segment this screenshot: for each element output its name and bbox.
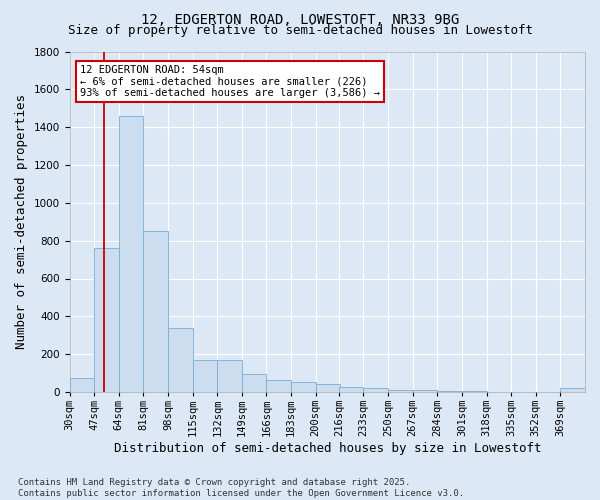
Bar bbox=[266, 380, 291, 392]
Bar bbox=[119, 116, 143, 392]
Bar bbox=[217, 360, 242, 392]
Bar bbox=[560, 388, 585, 392]
Text: 12 EDGERTON ROAD: 54sqm
← 6% of semi-detached houses are smaller (226)
93% of se: 12 EDGERTON ROAD: 54sqm ← 6% of semi-det… bbox=[80, 65, 380, 98]
Bar bbox=[94, 248, 119, 392]
Bar bbox=[193, 360, 217, 392]
Text: Size of property relative to semi-detached houses in Lowestoft: Size of property relative to semi-detach… bbox=[67, 24, 533, 37]
Bar bbox=[242, 374, 266, 392]
Bar bbox=[70, 378, 94, 392]
Bar bbox=[316, 384, 340, 392]
Bar bbox=[364, 388, 388, 392]
Bar bbox=[143, 231, 168, 392]
Bar bbox=[291, 382, 316, 392]
Bar bbox=[168, 328, 193, 392]
X-axis label: Distribution of semi-detached houses by size in Lowestoft: Distribution of semi-detached houses by … bbox=[113, 442, 541, 455]
Text: Contains HM Land Registry data © Crown copyright and database right 2025.
Contai: Contains HM Land Registry data © Crown c… bbox=[18, 478, 464, 498]
Text: 12, EDGERTON ROAD, LOWESTOFT, NR33 9BG: 12, EDGERTON ROAD, LOWESTOFT, NR33 9BG bbox=[141, 12, 459, 26]
Bar bbox=[388, 390, 413, 392]
Bar bbox=[339, 388, 364, 392]
Bar bbox=[413, 390, 437, 392]
Bar bbox=[437, 391, 462, 392]
Y-axis label: Number of semi-detached properties: Number of semi-detached properties bbox=[15, 94, 28, 349]
